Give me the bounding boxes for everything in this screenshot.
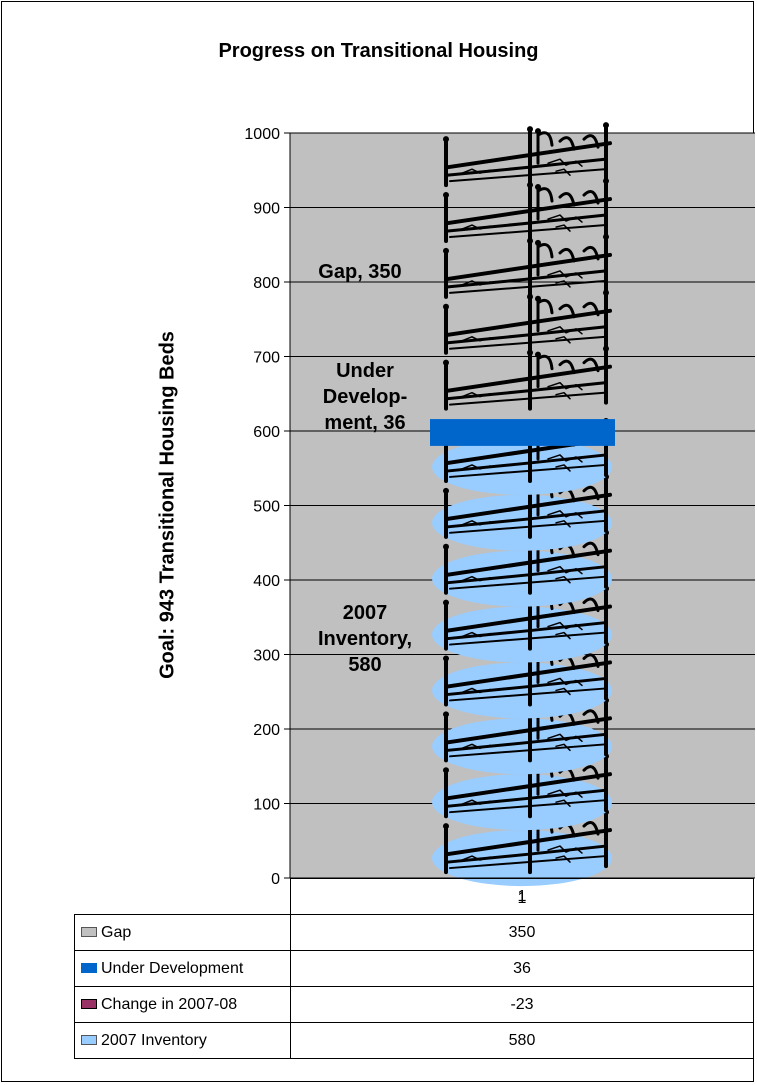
table-cell-value: 580 (290, 1022, 754, 1059)
y-tick-label: 300 (253, 648, 280, 665)
legend-label: 2007 Inventory (101, 1031, 207, 1049)
annotation-2007-inventory-line: 580 (348, 654, 382, 676)
annotation-under-development: Under Develop- ment, 36 (300, 358, 430, 436)
data-table-category: 1 (290, 878, 754, 915)
bed-icon-background (432, 438, 612, 495)
table-row: Change in 2007-08 -23 (74, 986, 754, 1023)
y-tick-label: 900 (253, 201, 280, 218)
bed-icon-background (432, 606, 612, 663)
annotation-under-development-line: Under (336, 360, 394, 382)
bed-icon-background (432, 662, 612, 719)
annotation-gap-line: Gap, 350 (318, 261, 402, 283)
legend-entry-gap: Gap (74, 914, 291, 951)
y-tick-label: 500 (253, 499, 280, 516)
legend-entry-2007-inventory: 2007 Inventory (74, 1022, 291, 1059)
legend-key-maroon (81, 999, 97, 1010)
annotation-gap: Gap, 350 (300, 259, 420, 285)
y-tick-label: 800 (253, 275, 280, 292)
y-tick-label: 100 (253, 797, 280, 814)
chart-title: Progress on Transitional Housing (218, 40, 539, 62)
bed-icon-background (432, 550, 612, 607)
bar-under-development (430, 419, 615, 446)
data-table-corner (74, 878, 291, 915)
bed-icon-background (432, 494, 612, 551)
legend-key-bed-icon-blue (81, 1035, 97, 1046)
y-tick-label: 400 (253, 573, 280, 590)
y-tick-label: 1000 (244, 126, 280, 143)
annotation-2007-inventory: 2007 Inventory, 580 (300, 600, 430, 678)
table-cell-value: 36 (290, 950, 754, 987)
annotation-under-development-line: Develop- (322, 386, 408, 408)
y-tick-label: 200 (253, 722, 280, 739)
bed-icon-background (432, 718, 612, 775)
y-tick-label: 700 (253, 350, 280, 367)
legend-entry-under-development: Under Development (74, 950, 291, 987)
bed-icon-background (432, 774, 612, 831)
data-table-header-row: 1 (74, 878, 754, 915)
legend-key-bed-icon (81, 927, 97, 938)
legend-label: Under Development (101, 959, 244, 977)
table-cell-value: -23 (290, 986, 754, 1023)
y-tick-label: 600 (253, 424, 280, 441)
annotation-2007-inventory-line: 2007 (342, 602, 388, 624)
annotation-under-development-line: ment, 36 (324, 412, 406, 434)
legend-key-blue (81, 963, 97, 974)
bed-icon-background (432, 830, 612, 887)
legend-entry-change: Change in 2007-08 (74, 986, 291, 1023)
legend-label: Change in 2007-08 (101, 995, 238, 1013)
table-row: 2007 Inventory 580 (74, 1022, 754, 1059)
table-row: Under Development 36 (74, 950, 754, 987)
legend-label: Gap (101, 923, 132, 941)
table-cell-value: 350 (290, 914, 754, 951)
table-row: Gap 350 (74, 914, 754, 951)
data-table: 1 Gap 350 Under Development 36 Change in… (74, 878, 754, 1059)
annotation-2007-inventory-line: Inventory, (317, 628, 413, 650)
